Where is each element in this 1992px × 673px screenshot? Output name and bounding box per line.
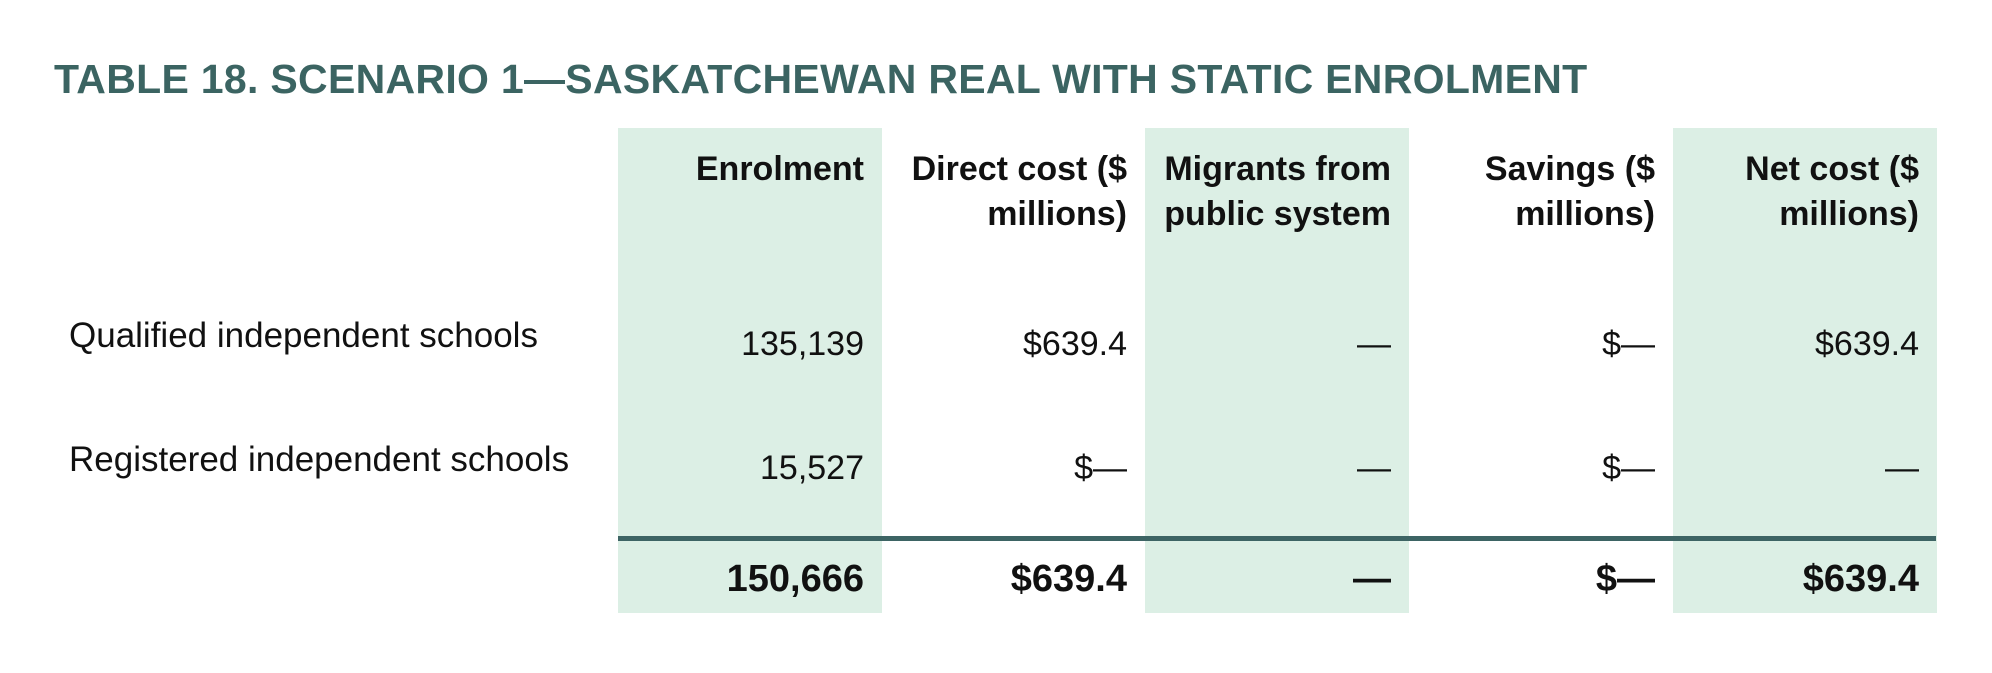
total-cell: $639.4 (1802, 558, 1919, 600)
total-cell: — (1353, 558, 1391, 600)
total-divider (618, 536, 1936, 541)
table-cell: $— (1602, 325, 1655, 363)
total-cell: $639.4 (1010, 558, 1127, 600)
table-cell: — (1357, 325, 1391, 363)
column-shade-migrants (1145, 128, 1409, 613)
table-title: TABLE 18. SCENARIO 1—SASKATCHEWAN REAL W… (54, 56, 1588, 102)
table-cell: $— (1602, 449, 1655, 487)
column-shade-enrolment (618, 128, 882, 613)
total-cell: $— (1595, 558, 1655, 600)
table-cell: $639.4 (1023, 325, 1127, 363)
table-cell: 15,527 (760, 449, 864, 487)
column-header: Direct cost ($ millions) (911, 150, 1127, 233)
row-label: Qualified independent schools (69, 316, 538, 355)
table-cell: $639.4 (1815, 325, 1919, 363)
column-header: Net cost ($ millions) (1745, 150, 1919, 233)
table-cell: — (1885, 449, 1919, 487)
table-cell: 135,139 (741, 325, 864, 363)
column-header: Savings ($ millions) (1484, 150, 1655, 233)
column-header: Migrants from public system (1164, 150, 1391, 233)
column-shade-net-cost (1673, 128, 1937, 613)
row-label: Registered independent schools (69, 440, 570, 479)
column-header: Enrolment (695, 150, 864, 188)
total-cell: 150,666 (726, 558, 864, 600)
table-cell: — (1357, 449, 1391, 487)
table-cell: $— (1074, 449, 1127, 487)
